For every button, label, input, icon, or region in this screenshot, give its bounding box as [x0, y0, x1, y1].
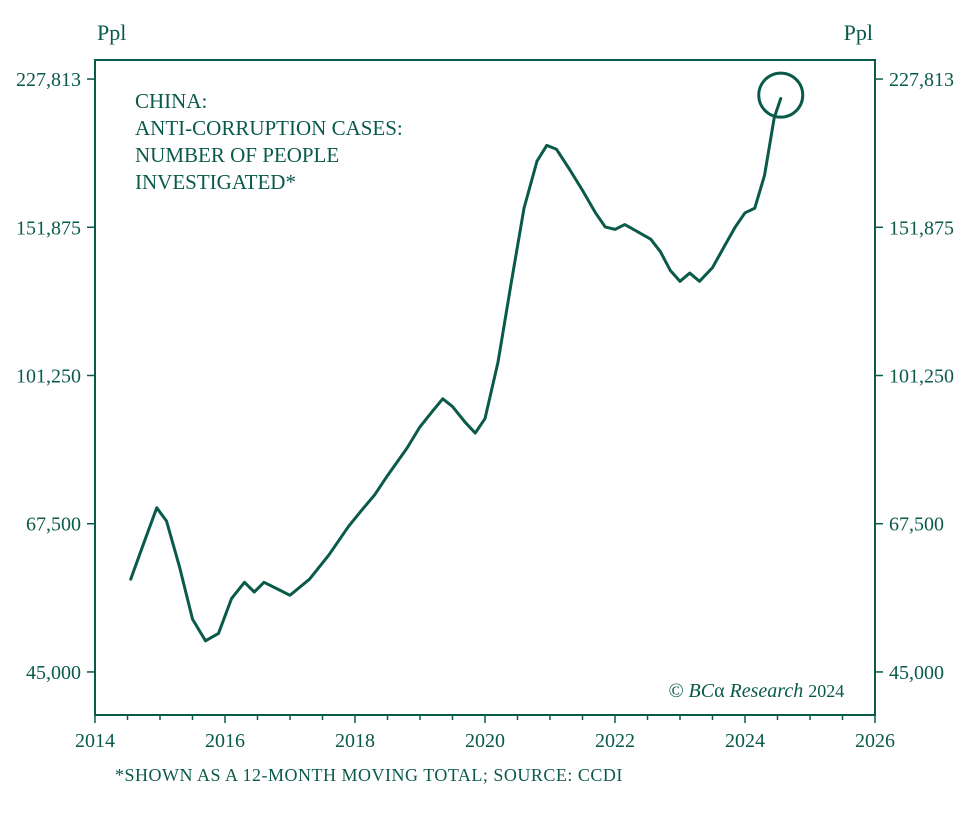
- chart-container: Ppl Ppl 45,000 45,000 67,500 67,500 101,250 101…: [0, 0, 970, 832]
- chart-title-line: ANTI-CORRUPTION CASES:: [135, 116, 403, 140]
- y-tick-label-left: 67,500: [26, 514, 81, 536]
- y-tick-label-right: 45,000: [889, 662, 944, 684]
- x-tick-label: 2026: [855, 730, 895, 752]
- chart-title-line: NUMBER OF PEOPLE: [135, 143, 339, 167]
- y-tick-label-left: 45,000: [26, 662, 81, 684]
- y-tick-label-left: 151,875: [16, 217, 81, 239]
- y-tick-label-right: 151,875: [889, 217, 954, 239]
- x-tick-label: 2020: [465, 730, 505, 752]
- x-tick-label: 2016: [205, 730, 245, 752]
- y-unit-right: Ppl: [844, 20, 873, 45]
- y-tick-label-left: 227,813: [16, 69, 81, 91]
- y-tick-label-right: 101,250: [889, 365, 954, 387]
- x-tick-label: 2024: [725, 730, 765, 752]
- x-tick-label: 2014: [75, 730, 115, 752]
- x-tick-label: 2022: [595, 730, 635, 752]
- y-tick-label-right: 227,813: [889, 69, 954, 91]
- x-tick-label: 2018: [335, 730, 375, 752]
- y-tick-label-left: 101,250: [16, 365, 81, 387]
- chart-title-line: INVESTIGATED*: [135, 170, 296, 194]
- y-tick-label-right: 67,500: [889, 514, 944, 536]
- footnote: *SHOWN AS A 12-MONTH MOVING TOTAL; SOURC…: [115, 765, 623, 785]
- line-chart: Ppl Ppl 45,000 45,000 67,500 67,500 101,250 101…: [0, 0, 970, 832]
- y-unit-left: Ppl: [97, 20, 126, 45]
- watermark: © BCα Research 2024: [668, 680, 844, 702]
- chart-title-line: CHINA:: [135, 89, 207, 113]
